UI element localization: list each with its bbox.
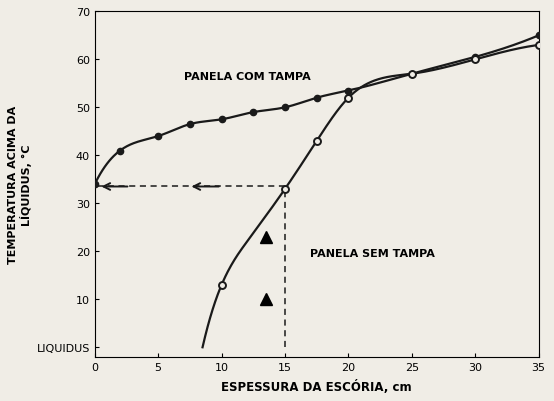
Y-axis label: TEMPERATURA ACIMA DA
LÍQUIDUS, °C: TEMPERATURA ACIMA DA LÍQUIDUS, °C <box>8 106 32 263</box>
Text: PANELA COM TAMPA: PANELA COM TAMPA <box>183 71 310 81</box>
Text: PANELA SEM TAMPA: PANELA SEM TAMPA <box>310 249 435 258</box>
X-axis label: ESPESSURA DA ESCÓRIA, cm: ESPESSURA DA ESCÓRIA, cm <box>222 379 412 393</box>
